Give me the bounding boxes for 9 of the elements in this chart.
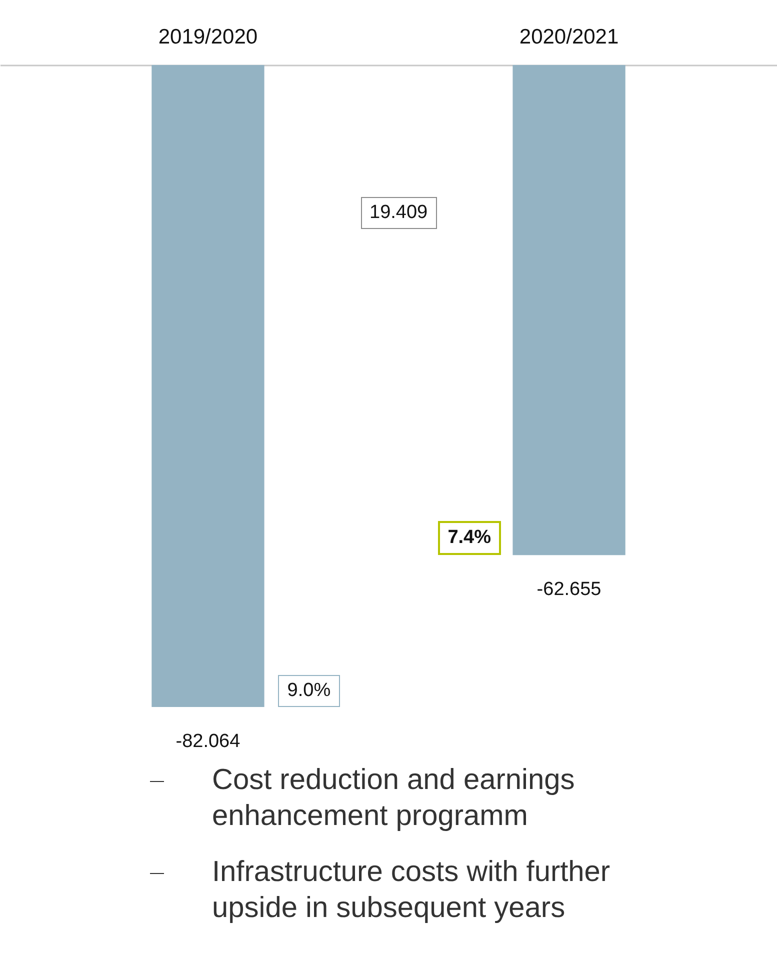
- annotation: 9.0%: [278, 675, 340, 707]
- data-label: -62.655: [536, 579, 602, 600]
- text: Cost reduction and earnings enhancement programm: [212, 763, 576, 834]
- annotation: 19.409: [360, 196, 437, 229]
- annotation: 7.4%: [438, 521, 502, 556]
- data-label: -82.064: [176, 731, 241, 752]
- x-tick-label: 2020/2021: [519, 26, 619, 48]
- x-tick-label: 2019/2020: [158, 26, 258, 48]
- text: Infrastructure costs with further upside in subsequent years: [212, 855, 612, 926]
